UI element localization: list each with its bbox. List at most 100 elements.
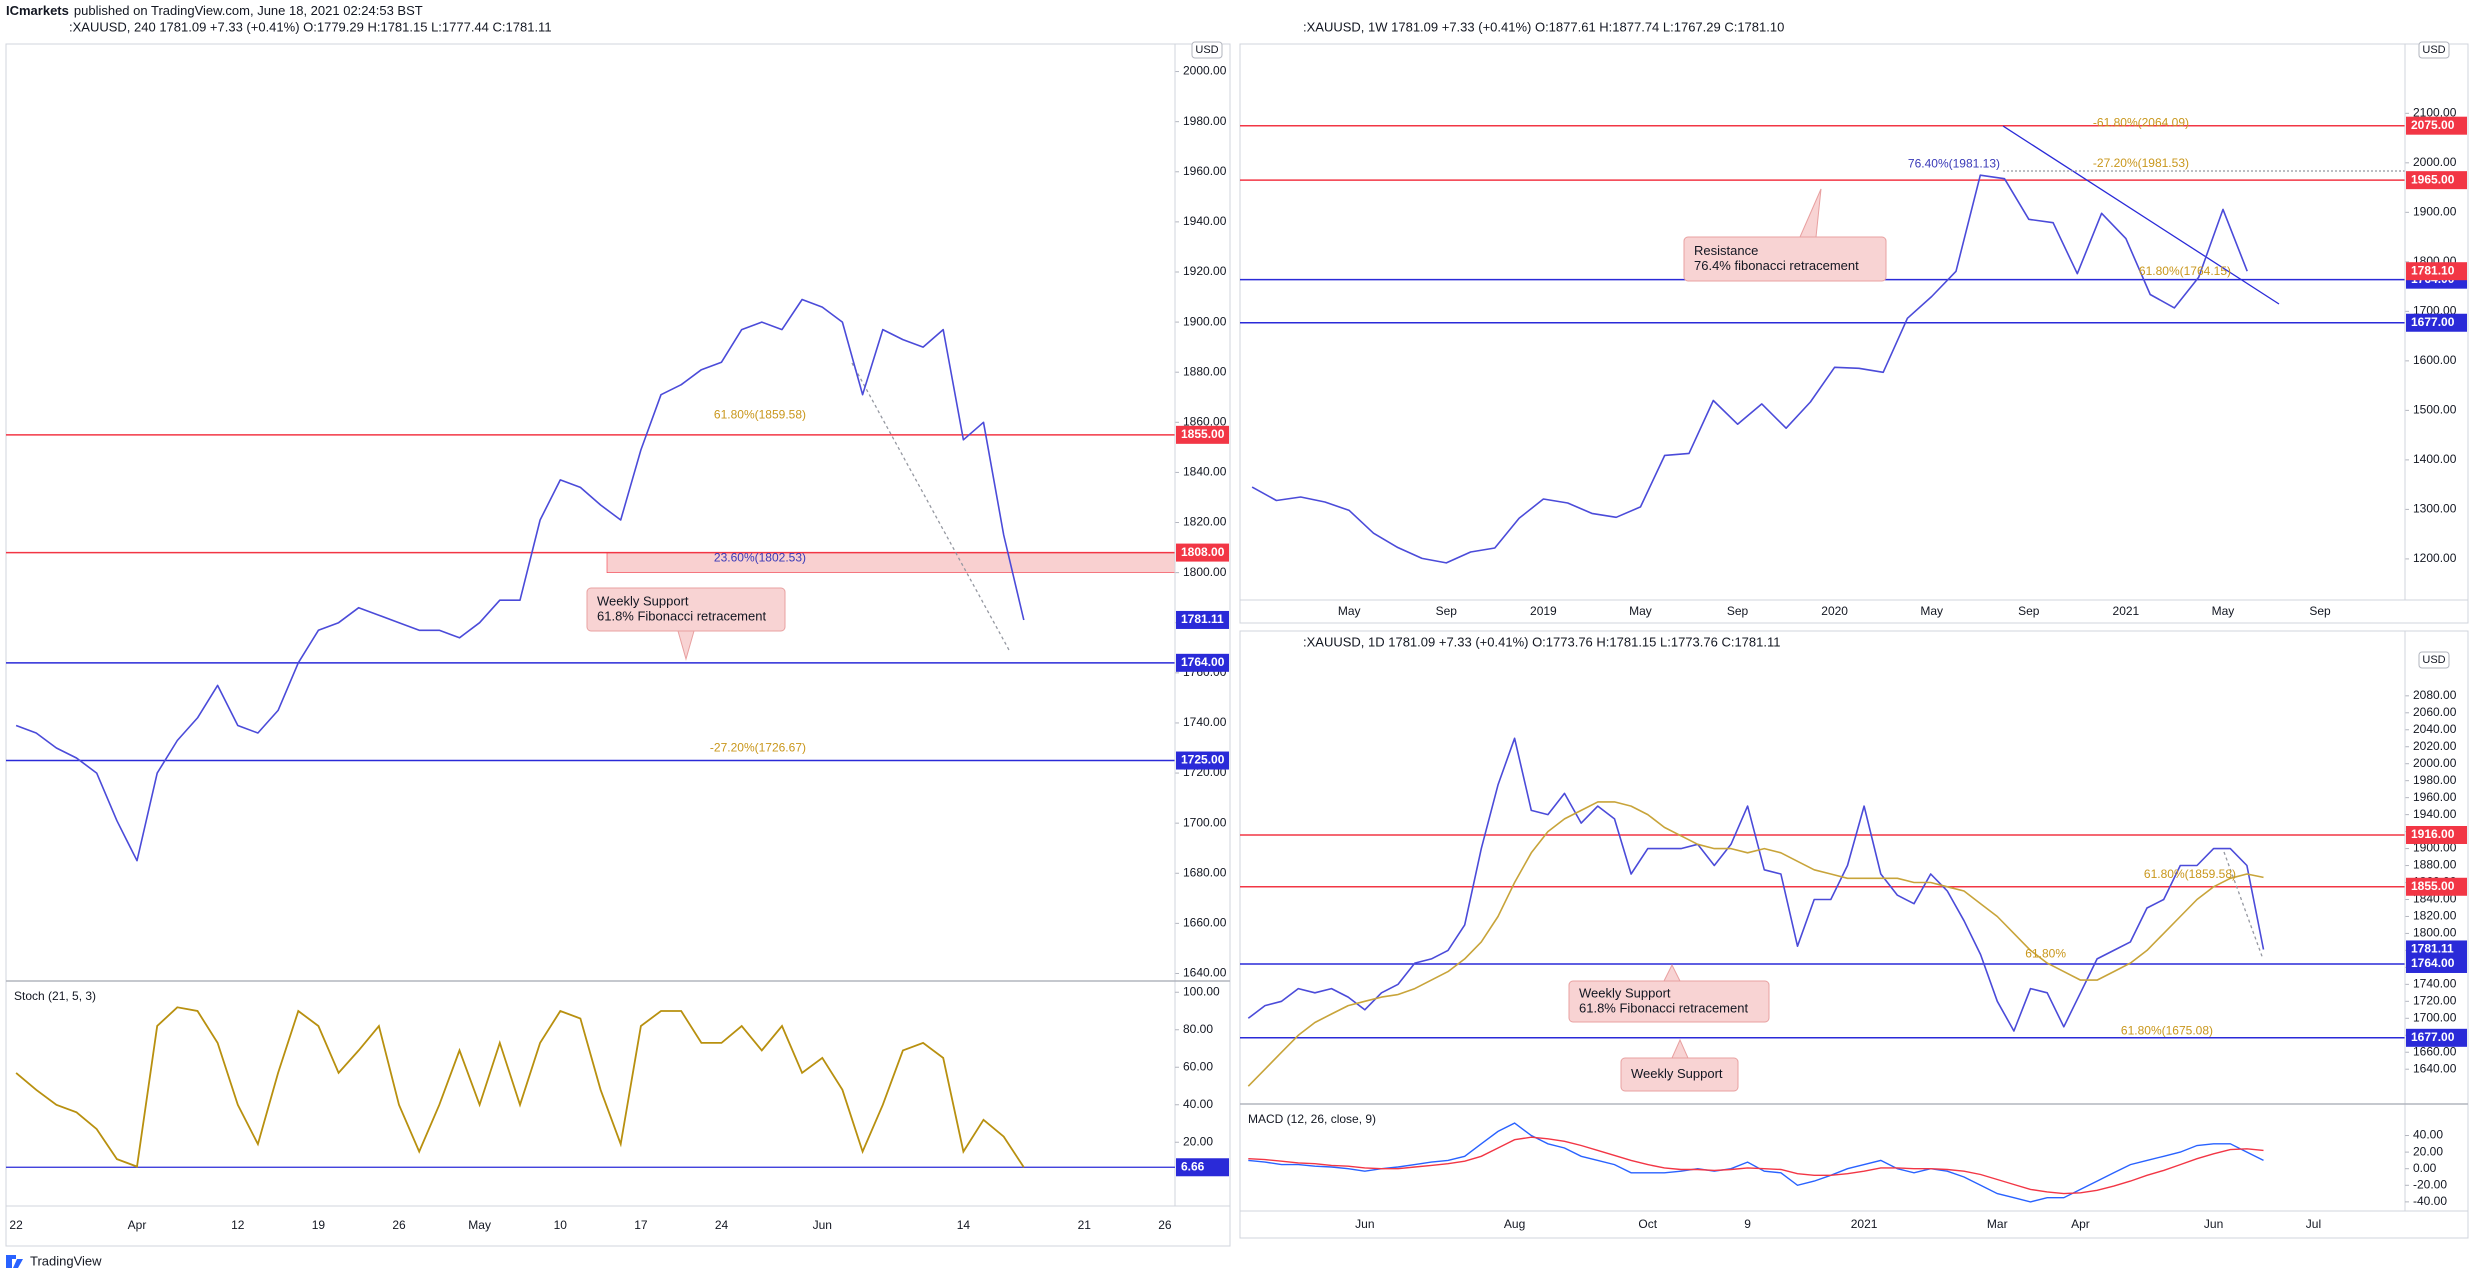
y-tick-label: 1820.00 (2413, 909, 2457, 923)
x-tick-label: Sep (1436, 604, 1458, 618)
level-label: 1725.00 (1181, 753, 1225, 767)
fib-label: 61.80% (2025, 946, 2066, 960)
level-box (1176, 543, 1229, 562)
x-tick-label: 9 (1744, 1217, 1751, 1231)
x-tick-label: May (468, 1218, 491, 1232)
callout-text: 61.8% Fibonacci retracement (1579, 1000, 1748, 1015)
x-tick-label: 21 (1078, 1218, 1092, 1232)
x-tick-label: 19 (312, 1218, 326, 1232)
level-box (2406, 877, 2467, 896)
y-tick-label: 1980.00 (1183, 114, 1227, 128)
level-label: 1808.00 (1181, 545, 1225, 559)
level-label: 2075.00 (2411, 118, 2455, 132)
level-label: 1855.00 (1181, 427, 1225, 441)
panel (1239, 630, 2469, 1239)
indicator-level-label: 6.66 (1181, 1159, 1205, 1173)
x-tick-label: Sep (2018, 604, 2040, 618)
y-tick-label: 100.00 (1183, 984, 1220, 998)
x-tick-label: Oct (1638, 1217, 1657, 1231)
last-price-label: 1781.11 (2411, 942, 2454, 956)
currency: USD (2422, 44, 2445, 56)
fib-label: 61.80%(1675.08) (2121, 1024, 2213, 1038)
y-tick-label: 1500.00 (2413, 403, 2457, 417)
last-price-box (2406, 940, 2467, 959)
footer-logo (6, 1255, 23, 1268)
level-box (2406, 313, 2467, 332)
x-tick-label: Jun (2204, 1217, 2223, 1231)
panel (1239, 43, 2469, 624)
y-tick-label: 40.00 (2413, 1128, 2443, 1142)
fib-label: 23.60%(1802.53) (714, 550, 806, 564)
x-tick-label: 26 (392, 1218, 406, 1232)
y-tick-label: 1900.00 (2413, 205, 2457, 219)
y-tick-label: 1900.00 (2413, 841, 2457, 855)
callout-text: Weekly Support (1631, 1066, 1723, 1081)
y-tick-label: 1880.00 (1183, 364, 1227, 378)
callout-box (1620, 1057, 1739, 1092)
callout-box (586, 587, 786, 632)
currency-box (2418, 651, 2450, 669)
x-tick-label: May (2212, 604, 2235, 618)
callout-text: 61.8% Fibonacci retracement (597, 608, 766, 623)
y-tick-label: 2100.00 (2413, 105, 2457, 119)
fib-label: 61.80%(1859.58) (714, 408, 806, 422)
y-tick-label: 1400.00 (2413, 452, 2457, 466)
footer-brand: TradingView (30, 1253, 102, 1268)
x-tick-label: 24 (715, 1218, 729, 1232)
x-tick-label: 12 (231, 1218, 245, 1232)
logo (6, 1255, 23, 1268)
y-tick-label: 20.00 (2413, 1144, 2443, 1158)
y-tick-label: 2000.00 (2413, 155, 2457, 169)
y-tick-label: 1920.00 (1183, 264, 1227, 278)
header-text: published on TradingView.com, June 18, 2… (74, 3, 423, 18)
currency-box (1191, 41, 1223, 59)
callout-text: Weekly Support (1579, 985, 1671, 1000)
y-tick-label: 1960.00 (2413, 790, 2457, 804)
y-tick-label: 1660.00 (1183, 916, 1227, 930)
callout-text: 76.4% fibonacci retracement (1694, 258, 1859, 273)
level-box (2406, 1028, 2467, 1047)
panel (5, 43, 1231, 1247)
y-tick-label: 1700.00 (1183, 815, 1227, 829)
x-tick-label: Mar (1987, 1217, 2008, 1231)
y-tick-label: 1640.00 (1183, 966, 1227, 980)
level-box (2406, 171, 2467, 190)
header: ICmarkets published on TradingView.com, J… (6, 3, 423, 18)
chart-title: :XAUUSD, 240 1781.09 +7.33 (+0.41%) O:17… (69, 19, 552, 34)
y-tick-label: 40.00 (1183, 1097, 1213, 1111)
trend-line (2002, 125, 2280, 305)
y-tick-label: 1200.00 (2413, 551, 2457, 565)
y-tick-label: 1720.00 (2413, 993, 2457, 1007)
y-tick-label: 20.00 (1183, 1134, 1213, 1148)
y-tick-label: 1680.00 (1183, 865, 1227, 879)
x-tick-label: May (1920, 604, 1943, 618)
y-tick-label: -20.00 (2413, 1177, 2447, 1191)
x-tick-label: 17 (634, 1218, 648, 1232)
y-tick-label: 1840.00 (1183, 465, 1227, 479)
price-line (15, 298, 1025, 862)
x-tick-label: 2019 (1530, 604, 1557, 618)
y-tick-label: 1940.00 (2413, 807, 2457, 821)
chart-title: :XAUUSD, 1W 1781.09 +7.33 (+0.41%) O:187… (1303, 19, 1784, 34)
x-tick-label: Jul (2306, 1217, 2321, 1231)
x-tick-label: 2021 (1851, 1217, 1878, 1231)
last-price-label: 1781.10 (2411, 263, 2455, 277)
zone (606, 552, 1176, 573)
y-tick-label: 1820.00 (1183, 515, 1227, 529)
x-tick-label: Sep (1727, 604, 1749, 618)
price-line (1247, 801, 2264, 1087)
x-tick-label: Jun (813, 1218, 832, 1232)
fib-label: -27.20%(1726.67) (710, 741, 806, 755)
callout-box (1568, 980, 1770, 1023)
y-tick-label: 1940.00 (1183, 214, 1227, 228)
y-tick-label: 2000.00 (1183, 64, 1227, 78)
x-tick-label: 26 (1158, 1218, 1172, 1232)
fib-label: -61.80%(2064.09) (2093, 115, 2189, 129)
x-tick-label: 10 (554, 1218, 568, 1232)
currency: USD (1195, 44, 1218, 56)
level-box (2406, 116, 2467, 135)
y-tick-label: 1300.00 (2413, 502, 2457, 516)
fib-label: -27.20%(1981.53) (2093, 156, 2189, 170)
x-tick-label: 2020 (1821, 604, 1848, 618)
